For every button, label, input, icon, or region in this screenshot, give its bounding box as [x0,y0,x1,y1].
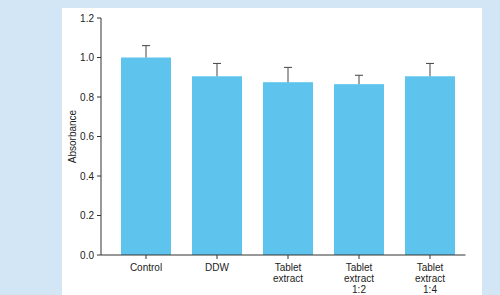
x-tick [430,255,431,259]
label-line: Tablet [275,262,302,273]
bar [192,76,242,255]
label-line: DDW [205,262,229,273]
bar [121,58,171,256]
x-tick-label: DDW [205,262,229,273]
bar [334,84,384,255]
y-tick-label: 0.8 [80,92,94,103]
error-cap [426,63,434,64]
error-cap [284,67,292,68]
axes: 0.00.20.40.60.81.01.2ControlDDWTabletext… [80,13,465,295]
y-tick [97,97,101,98]
bar [263,82,313,255]
x-tick-label: Tabletextract [273,262,303,284]
background [0,0,500,295]
error-bar [213,63,221,76]
error-bar [142,46,150,58]
error-cap [142,45,150,46]
label-line: 1:4 [423,284,437,295]
error-bar [355,75,363,84]
y-tick-label: 1.0 [80,52,94,63]
label-line: extract [415,273,445,284]
y-tick-label: 1.2 [80,13,94,24]
y-tick [97,176,101,177]
error-bar [426,63,434,76]
error-line [217,63,218,76]
y-tick-label: 0.6 [80,131,94,142]
y-tick-label: 0.4 [80,171,94,182]
y-tick [97,57,101,58]
x-tick-label: Control [130,262,162,273]
y-tick [97,255,101,256]
label-line: Tablet [417,262,444,273]
x-tick [146,255,147,259]
x-axis-line [101,255,466,256]
label-line: Control [130,262,162,273]
error-cap [355,75,363,76]
y-axis-title: Absorbance [67,109,78,163]
error-line [359,75,360,84]
error-line [430,63,431,76]
label-line: extract [273,273,303,284]
error-line [288,67,289,82]
label-line: extract [344,273,374,284]
x-tick-label: Tabletextract1:2 [344,262,374,295]
y-tick [97,136,101,137]
y-tick-label: 0.2 [80,210,94,221]
chart-svg: 0.00.20.40.60.81.01.2ControlDDWTabletext… [0,0,500,295]
marks [121,46,455,255]
chart-container: 0.00.20.40.60.81.01.2ControlDDWTabletext… [0,0,500,295]
x-tick [359,255,360,259]
label-line: Tablet [346,262,373,273]
x-tick [217,255,218,259]
error-bar [284,67,292,82]
x-tick-label: Tabletextract1:4 [415,262,445,295]
y-tick [97,18,101,19]
error-line [146,46,147,58]
error-cap [213,63,221,64]
y-tick-label: 0.0 [80,250,94,261]
y-tick [97,215,101,216]
label-line: 1:2 [352,284,366,295]
x-tick [288,255,289,259]
bar [405,76,455,255]
panel [62,8,482,295]
